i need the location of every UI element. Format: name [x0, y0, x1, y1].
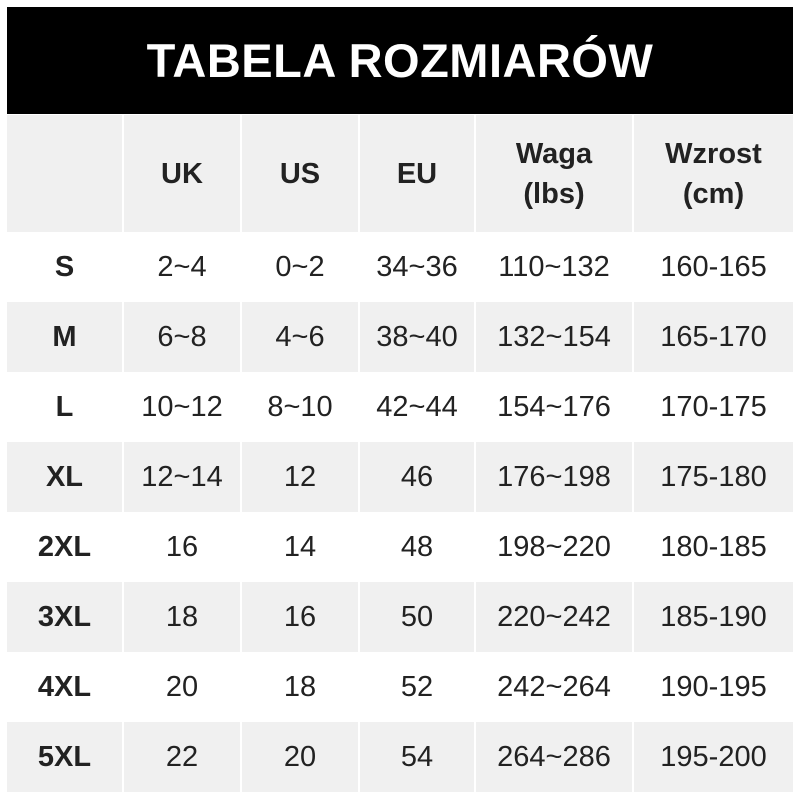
size-label: 3XL	[7, 582, 122, 652]
column-header: US	[242, 115, 358, 232]
table-cell: 4~6	[242, 302, 358, 372]
table-cell: 165-170	[634, 302, 793, 372]
size-label: L	[55, 390, 74, 423]
page-title: TABELA ROZMIARÓW	[7, 7, 793, 114]
column-header: EU	[360, 115, 474, 232]
table-cell: 264~286	[476, 722, 632, 792]
table-cell: 52	[400, 670, 434, 703]
table-cell: 190-195	[660, 670, 767, 703]
table-cell: 14	[283, 530, 317, 563]
table-cell: 12	[242, 442, 358, 512]
table-cell: 22	[124, 722, 240, 792]
table-cell: 0~2	[275, 250, 325, 283]
table-cell: 242~264	[497, 670, 611, 703]
table-cell: 18	[283, 670, 317, 703]
size-label: S	[54, 250, 75, 283]
table-cell: 48	[400, 530, 434, 563]
size-label: 5XL	[7, 722, 122, 792]
table-cell: 42~44	[376, 390, 458, 423]
table-cell: 185-190	[634, 582, 793, 652]
table-cell: 175-180	[634, 442, 793, 512]
size-label: M	[7, 302, 122, 372]
table-cell: 10~12	[141, 390, 223, 423]
table-cell: 54	[360, 722, 474, 792]
column-header: UK	[124, 115, 240, 232]
column-header	[7, 115, 122, 232]
table-cell: 12~14	[124, 442, 240, 512]
size-label: 2XL	[37, 530, 92, 563]
table-cell: 176~198	[476, 442, 632, 512]
table-cell: 20	[242, 722, 358, 792]
table-cell: 160-165	[660, 250, 767, 283]
table-cell: 154~176	[497, 390, 611, 423]
column-header: Wzrost (cm)	[634, 115, 793, 232]
size-label: 4XL	[37, 670, 92, 703]
size-label: XL	[7, 442, 122, 512]
table-cell: 6~8	[124, 302, 240, 372]
table-cell: 16	[242, 582, 358, 652]
table-cell: 20	[165, 670, 199, 703]
table-cell: 8~10	[267, 390, 333, 423]
column-header: Waga (lbs)	[476, 115, 632, 232]
table-cell: 2~4	[157, 250, 207, 283]
size-table: UK US EU Waga (lbs) Wzrost (cm) S 2~4 0~2 34~36 1…	[7, 115, 793, 792]
table-cell: 18	[124, 582, 240, 652]
table-cell: 132~154	[476, 302, 632, 372]
table-cell: 198~220	[497, 530, 611, 563]
table-cell: 195-200	[634, 722, 793, 792]
table-cell: 110~132	[498, 250, 610, 283]
table-cell: 180-185	[660, 530, 767, 563]
table-cell: 16	[165, 530, 199, 563]
table-cell: 46	[360, 442, 474, 512]
table-cell: 50	[360, 582, 474, 652]
table-cell: 220~242	[476, 582, 632, 652]
table-cell: 38~40	[360, 302, 474, 372]
table-cell: 170-175	[660, 390, 767, 423]
table-cell: 34~36	[376, 250, 458, 283]
